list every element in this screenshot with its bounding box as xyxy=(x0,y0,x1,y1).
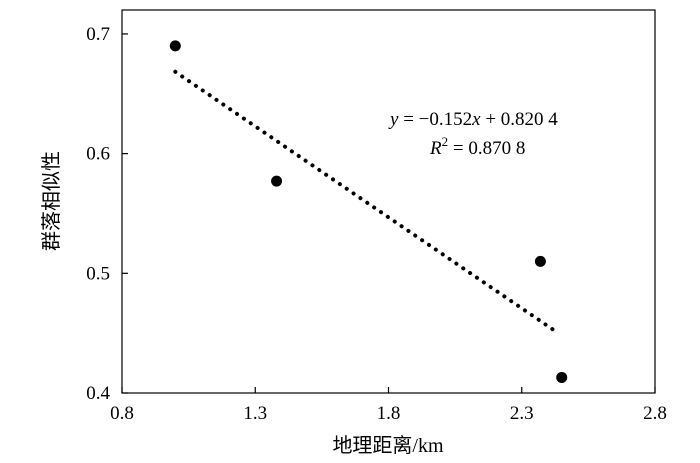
y-axis: 0.4 0.5 0.6 0.7 xyxy=(86,24,128,404)
x-tick-label: 0.8 xyxy=(110,403,134,424)
y-tick-label: 0.4 xyxy=(86,383,110,404)
equation-slope: = −0.152 xyxy=(398,109,472,130)
r-squared-superscript: 2 xyxy=(442,134,449,149)
x-tick-label: 1.8 xyxy=(377,403,401,424)
data-point xyxy=(556,371,568,383)
equation-intercept: + 0.820 4 xyxy=(481,109,559,130)
r-squared-value: = 0.870 8 xyxy=(448,138,525,159)
data-point xyxy=(169,40,181,52)
data-points xyxy=(169,40,568,383)
equation-x-var: x xyxy=(471,109,481,130)
regression-equation: y = −0.152x + 0.820 4 xyxy=(388,109,558,130)
x-tick-label: 1.3 xyxy=(243,403,267,424)
r-squared-R: R xyxy=(429,138,442,159)
data-point xyxy=(534,255,546,267)
x-axis: 0.8 1.3 1.8 2.3 2.8 xyxy=(110,387,667,424)
y-tick-label: 0.7 xyxy=(86,24,110,45)
trendline xyxy=(173,69,559,334)
plot-frame xyxy=(121,9,656,394)
y-axis-title: 群落相似性 xyxy=(40,151,63,251)
x-tick-label: 2.3 xyxy=(510,403,534,424)
y-tick-label: 0.5 xyxy=(86,263,110,284)
data-point xyxy=(271,175,283,187)
r-squared: R2 = 0.870 8 xyxy=(429,134,525,159)
equation-y-var: y xyxy=(388,109,399,130)
trendline-dotted xyxy=(173,69,559,334)
x-axis-title: 地理距离/km xyxy=(332,434,444,457)
y-tick-label: 0.6 xyxy=(86,144,110,165)
x-tick-label: 2.8 xyxy=(643,403,667,424)
